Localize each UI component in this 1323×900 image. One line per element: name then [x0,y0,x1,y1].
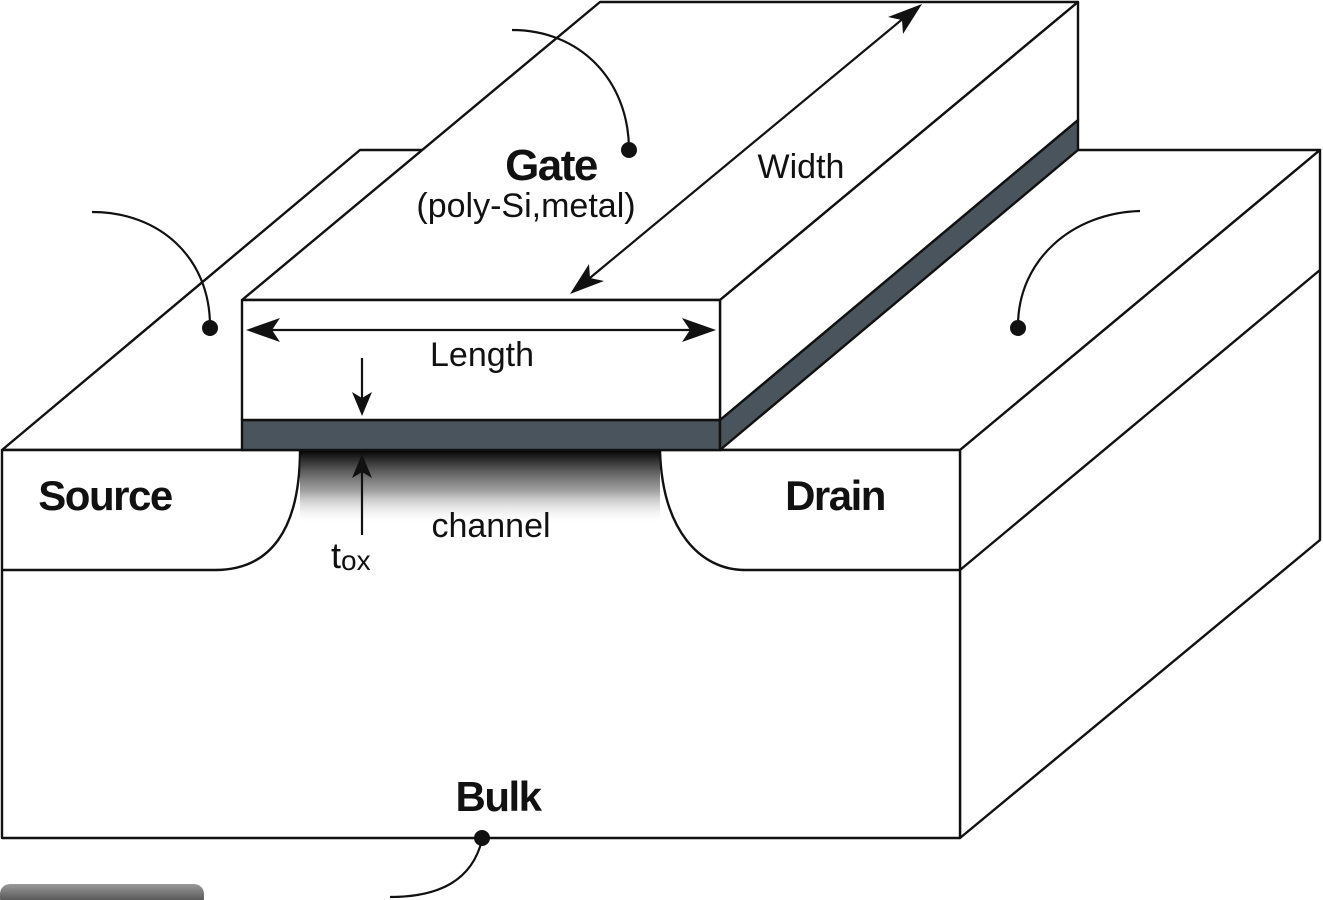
length-label: Length [430,336,534,374]
width-label: Width [758,148,845,186]
source-label: Source [38,472,172,519]
gate-material-label: (poly-Si,metal) [416,187,635,225]
width-arrow [570,4,922,294]
drain-region-outline [658,449,960,572]
drain-label: Drain [785,472,885,519]
gate-label: Gate [505,141,597,190]
source-lead [91,210,218,336]
drain-depth-edge [959,269,1321,571]
bulk-lead [389,830,490,899]
channel-label: channel [431,507,550,545]
bottom-tab-overlay [0,884,204,900]
gate-oxide [240,118,1080,452]
length-arrow [246,318,716,342]
gate-electrode [240,0,1080,422]
gate-lead [511,28,637,158]
tox-arrows [352,358,372,535]
tox-main: t [331,535,341,576]
tox-label: tox [331,535,371,576]
tox-subscript: ox [341,545,371,576]
gate-front-face [240,298,722,422]
drain-lead [1010,209,1141,336]
oxide-front-face [240,418,722,452]
source-region-outline [2,449,302,572]
bulk-label: Bulk [455,773,542,820]
